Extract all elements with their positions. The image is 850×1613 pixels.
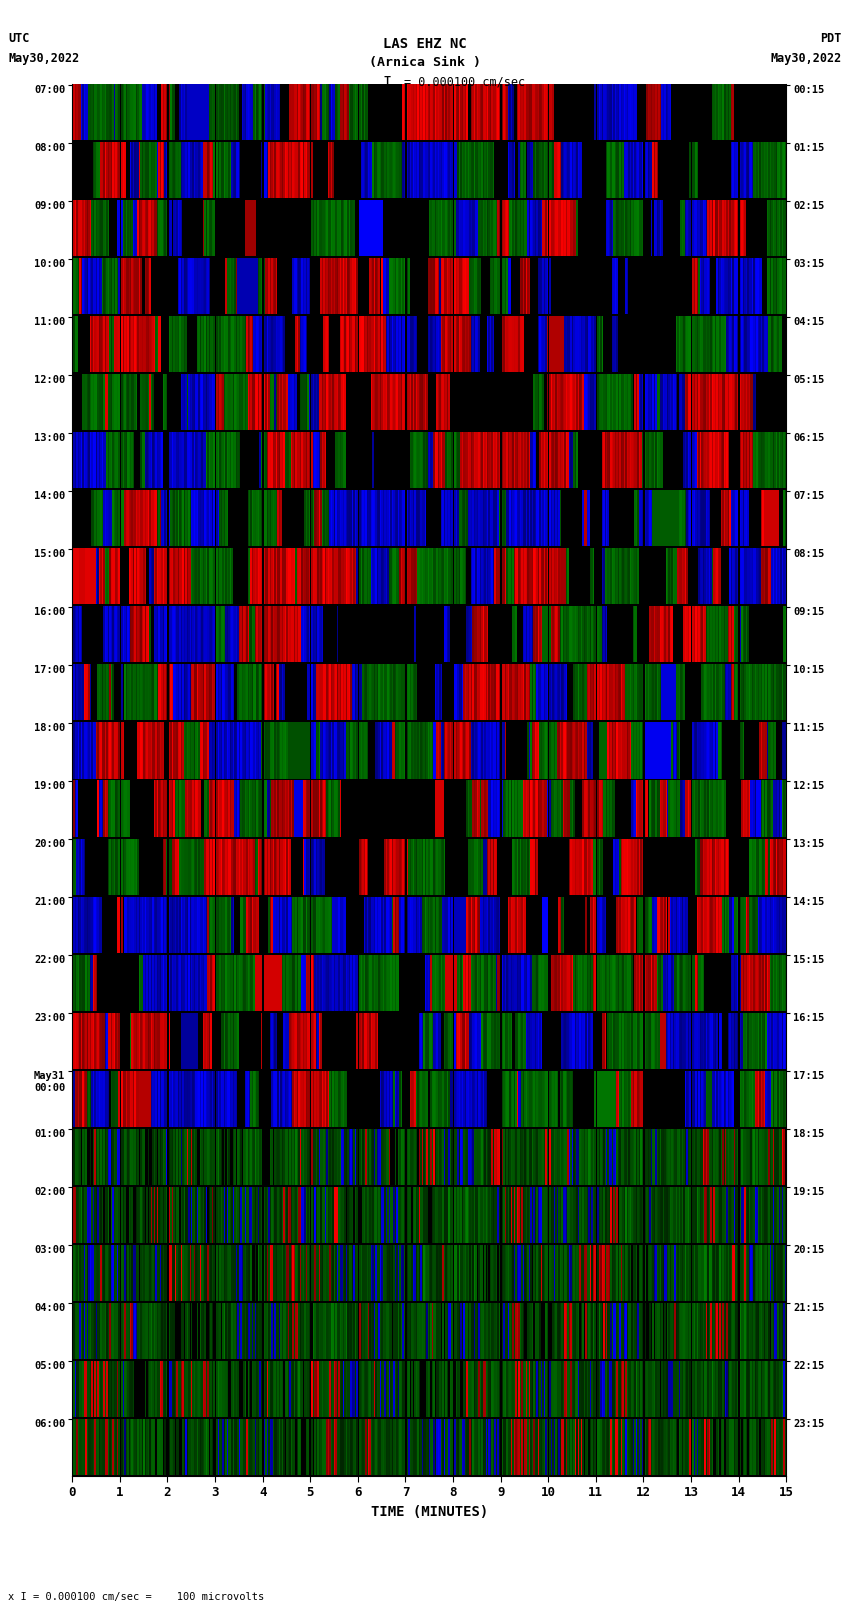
- Text: x I = 0.000100 cm/sec =    100 microvolts: x I = 0.000100 cm/sec = 100 microvolts: [8, 1592, 264, 1602]
- Text: PDT: PDT: [820, 32, 842, 45]
- Text: I: I: [382, 76, 391, 90]
- Text: LAS EHZ NC: LAS EHZ NC: [383, 37, 467, 52]
- Text: = 0.000100 cm/sec: = 0.000100 cm/sec: [404, 76, 524, 89]
- Text: UTC: UTC: [8, 32, 30, 45]
- Text: May30,2022: May30,2022: [770, 52, 842, 65]
- X-axis label: TIME (MINUTES): TIME (MINUTES): [371, 1505, 488, 1519]
- Text: (Arnica Sink ): (Arnica Sink ): [369, 56, 481, 69]
- Text: May30,2022: May30,2022: [8, 52, 80, 65]
